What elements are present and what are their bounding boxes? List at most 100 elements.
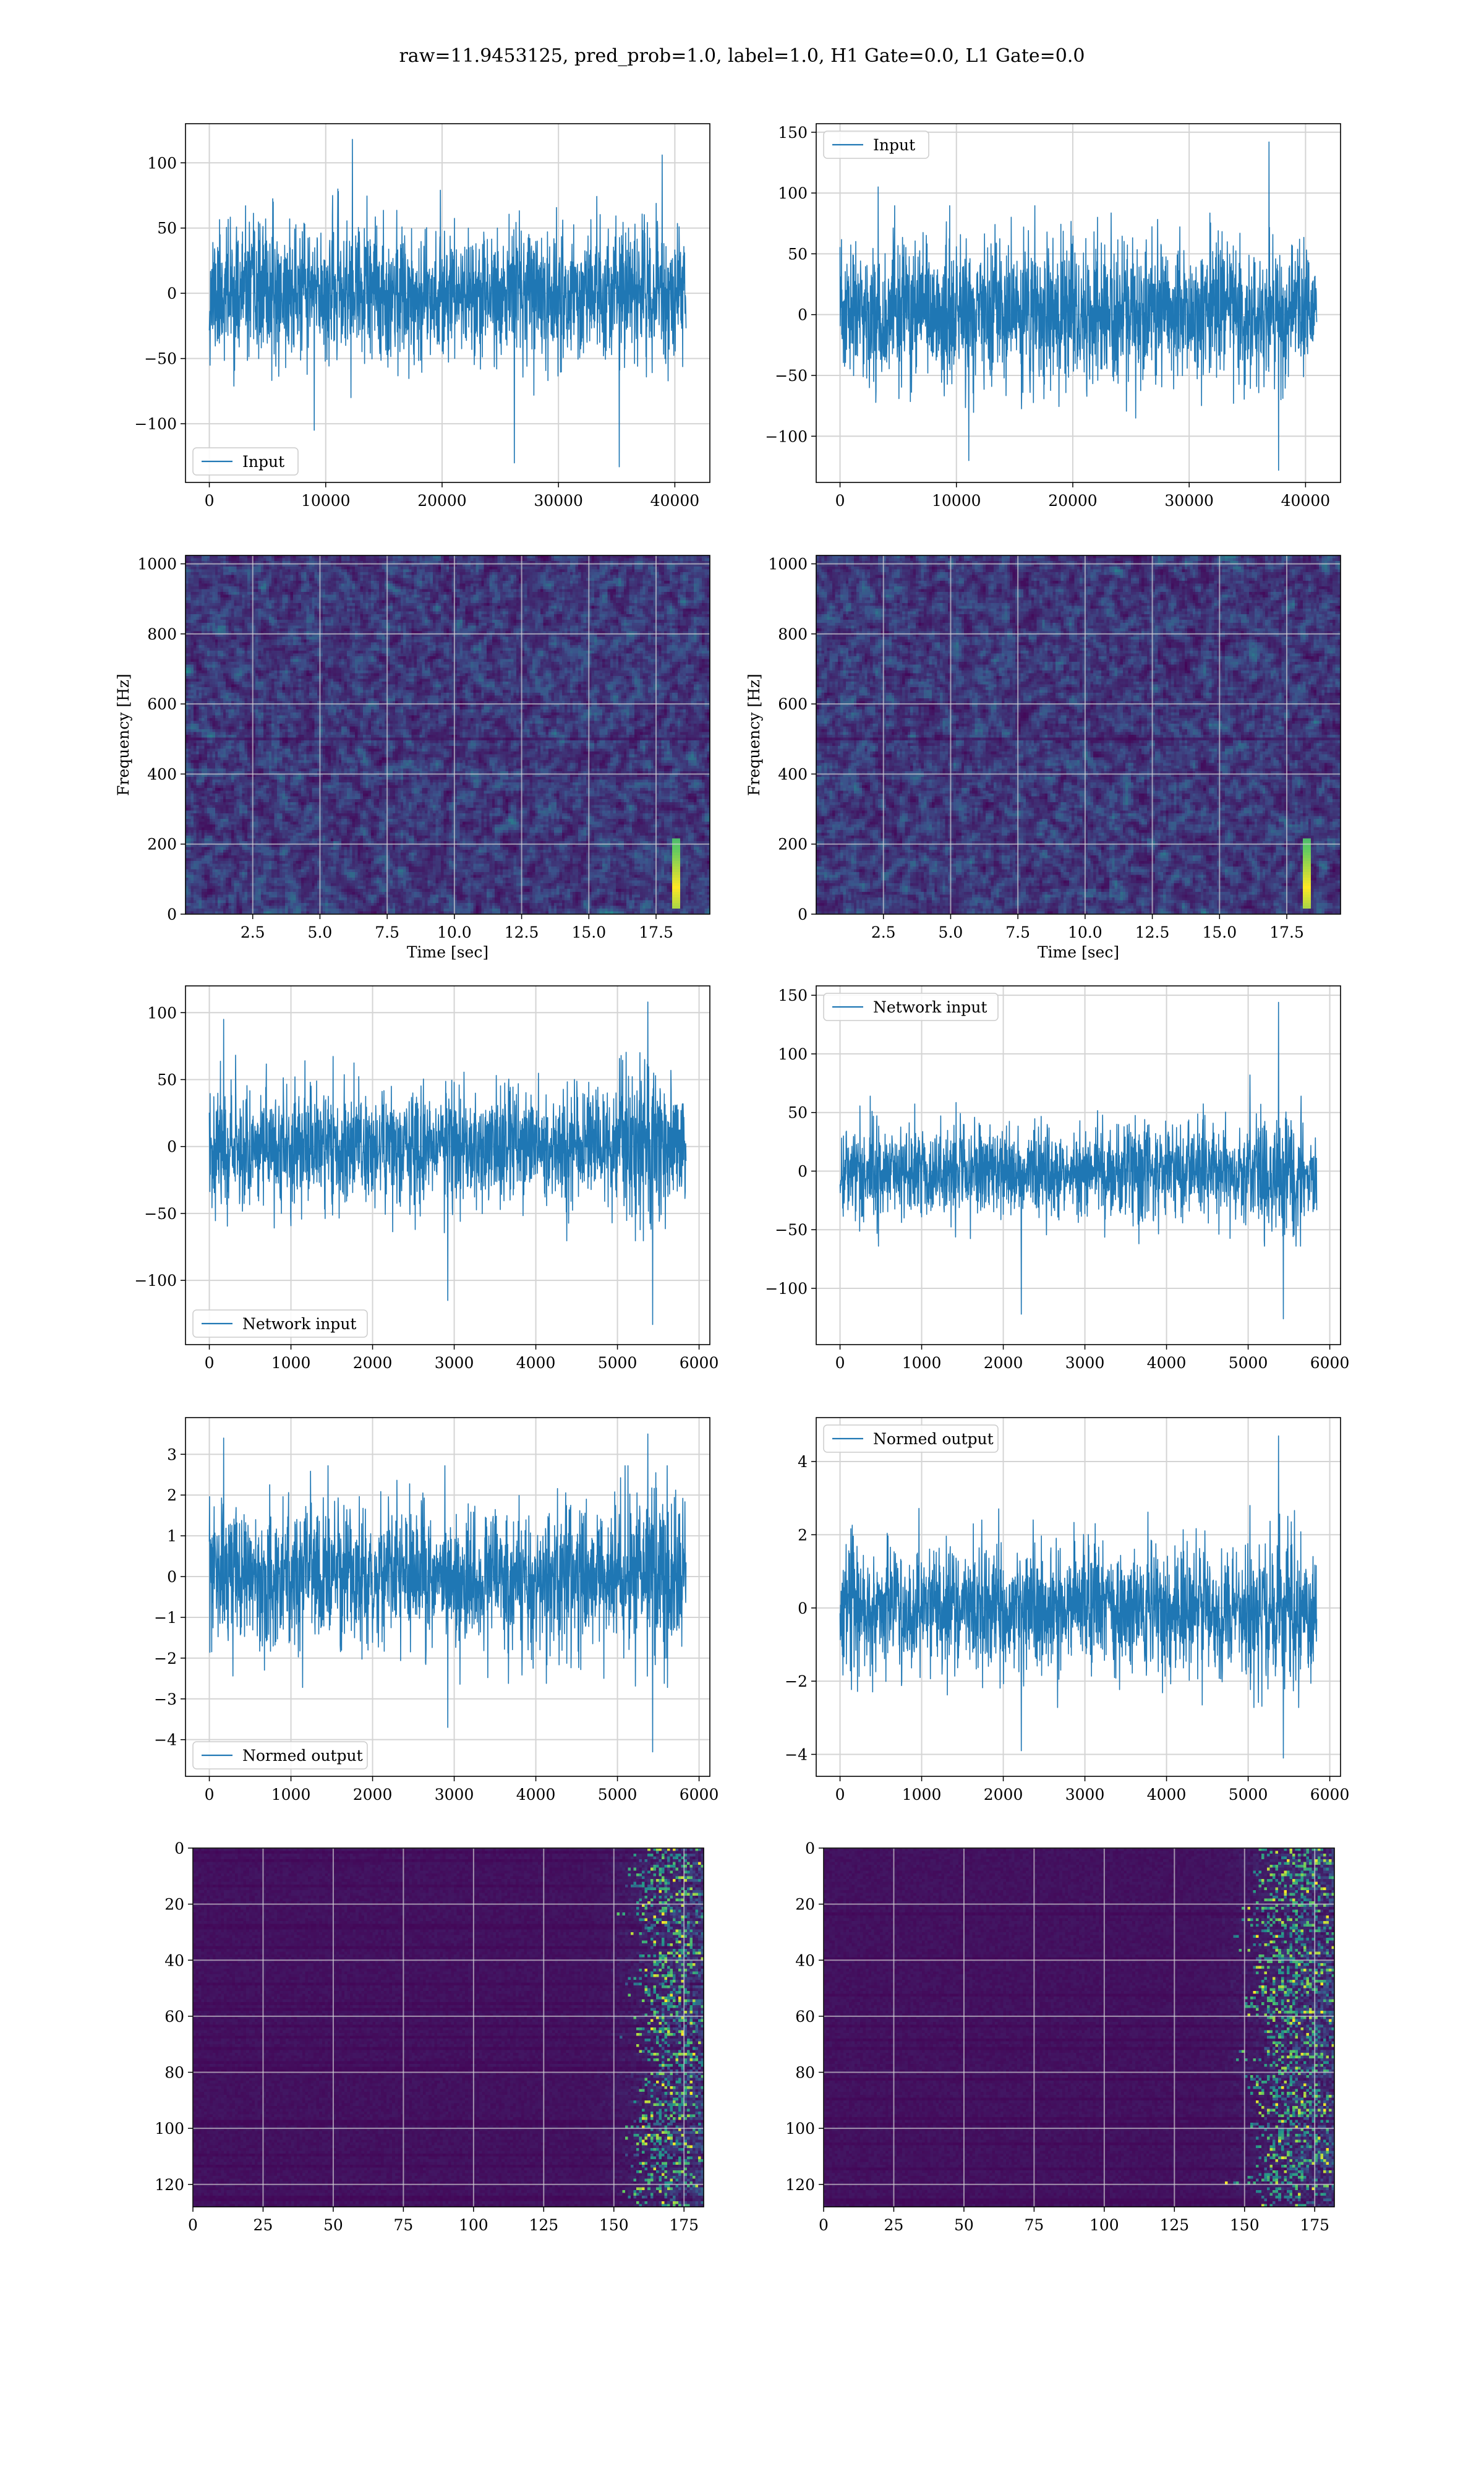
l1-network-input-panel: 0 1000 2000 3000 4000 5000 6000 −100 −50 0 50 100 15… <box>765 985 1349 1372</box>
h1-spectrogram-panel: 2.5 5.0 7.5 10.0 12.5 15.0 17.5 0 200 400 600 800 10… <box>114 555 710 961</box>
y-tick-label: −50 <box>144 1205 177 1223</box>
y-tick-label: 400 <box>778 765 808 783</box>
y-tick-label: 120 <box>155 2176 184 2194</box>
y-tick-label: 60 <box>164 2008 184 2026</box>
x-tick-label: 50 <box>323 2216 343 2234</box>
x-tick-label: 6000 <box>680 1786 719 1804</box>
series-line <box>839 1001 1318 1320</box>
x-tick-label: 100 <box>459 2216 488 2234</box>
y-tick-label: 100 <box>785 2120 815 2138</box>
y-tick-label: 1 <box>167 1527 177 1545</box>
y-tick-label: −50 <box>775 1221 808 1239</box>
series-line <box>208 1001 687 1325</box>
legend: Normed output <box>823 1424 999 1453</box>
legend-box <box>823 1424 999 1453</box>
x-tick-label: 5000 <box>1229 1354 1268 1372</box>
x-tick-label: 1000 <box>902 1786 942 1804</box>
y-tick-label: 4 <box>798 1453 808 1471</box>
y-tick-label: 0 <box>167 905 177 923</box>
y-tick-label: −50 <box>144 350 177 368</box>
x-tick-label: 20000 <box>417 492 467 510</box>
y-tick-label: 20 <box>164 1896 184 1914</box>
x-tick-label: 175 <box>1300 2216 1329 2234</box>
y-tick-label: 150 <box>778 124 808 142</box>
y-tick-label: 0 <box>798 905 808 923</box>
legend-box <box>192 1309 368 1338</box>
h1-network-input-panel: 0 1000 2000 3000 4000 5000 6000 −100 −50 0 50 100 Ne… <box>134 985 719 1372</box>
x-tick-label: 5000 <box>598 1354 638 1372</box>
x-tick-label: 3000 <box>435 1786 474 1804</box>
x-tick-label: 0 <box>835 492 845 510</box>
x-tick-label: 50 <box>954 2216 974 2234</box>
y-tick-label: −100 <box>765 1280 808 1298</box>
x-tick-label: 10000 <box>932 492 981 510</box>
y-tick-label: 200 <box>778 836 808 854</box>
y-tick-label: −100 <box>134 415 177 433</box>
x-tick-label: 3000 <box>435 1354 474 1372</box>
axes-frame <box>185 555 710 915</box>
x-tick-label: 10000 <box>301 492 351 510</box>
h1-normed-output-panel: 0 1000 2000 3000 4000 5000 6000 −4 −3 −2 −1 0 1 2 3 Nor… <box>154 1417 719 1804</box>
x-tick-label: 150 <box>1230 2216 1260 2234</box>
legend-label: Network input <box>242 1315 356 1333</box>
y-tick-label: −2 <box>785 1672 808 1690</box>
y-tick-label: 100 <box>155 2120 184 2138</box>
x-tick-label: 5000 <box>1229 1786 1268 1804</box>
x-tick-label: 10.0 <box>1068 923 1102 941</box>
tick-labels: 0 1000 2000 3000 4000 5000 6000 −100 −50 0 50 100 <box>134 1004 719 1372</box>
axes-frame <box>185 123 710 483</box>
x-tick-label: 0 <box>205 1786 215 1804</box>
x-tick-label: 40000 <box>1281 492 1331 510</box>
y-tick-label: 0 <box>798 1162 808 1180</box>
y-tick-label: 0 <box>167 1138 177 1156</box>
l1-features-panel: 0 25 50 75 100 125 150 175 0 20 40 60 80 100 120 <box>785 1839 1335 2234</box>
x-tick-label: 150 <box>599 2216 629 2234</box>
l1-normed-output-panel: 0 1000 2000 3000 4000 5000 6000 −4 −2 0 2 4 Normed o… <box>785 1417 1349 1804</box>
x-axis-label: Time [sec] <box>1038 943 1119 961</box>
y-tick-label: 2 <box>798 1526 808 1544</box>
x-tick-label: 0 <box>205 492 215 510</box>
x-tick-label: 6000 <box>680 1354 719 1372</box>
y-tick-label: 1000 <box>137 555 177 573</box>
axes-frame <box>816 555 1341 915</box>
x-tick-label: 25 <box>254 2216 273 2234</box>
x-tick-label: 1000 <box>271 1786 311 1804</box>
axes-frame <box>185 985 710 1345</box>
x-tick-label: 30000 <box>534 492 583 510</box>
y-tick-label: 100 <box>778 1045 808 1063</box>
y-tick-label: 2 <box>167 1486 177 1504</box>
legend-label: Network input <box>873 998 987 1016</box>
x-tick-label: 12.5 <box>1135 923 1170 941</box>
h1-features-panel: 0 25 50 75 100 125 150 175 0 20 40 60 80 100 120 <box>155 1839 704 2234</box>
y-axis-label: Frequency [Hz] <box>114 674 132 796</box>
legend-label: Input <box>242 453 284 471</box>
tick-labels: 0 25 50 75 100 125 150 175 0 20 40 60 80 100 120 <box>155 1839 699 2234</box>
x-tick-label: 12.5 <box>505 923 539 941</box>
subplot-grid: 0 10000 20000 30000 40000−100−50050100Input0… <box>114 123 1349 2234</box>
legend-box <box>823 131 929 159</box>
legend-box <box>823 993 999 1021</box>
y-tick-label: 50 <box>157 1071 177 1089</box>
axes-frame <box>192 1847 704 2207</box>
y-tick-label: 40 <box>164 1951 184 1969</box>
y-tick-label: 800 <box>778 625 808 643</box>
y-tick-label: 1000 <box>768 555 808 573</box>
x-tick-label: 30000 <box>1164 492 1214 510</box>
y-tick-label: 0 <box>174 1839 184 1857</box>
series-line <box>208 1433 687 1753</box>
y-tick-label: 100 <box>147 1004 177 1022</box>
x-tick-label: 3000 <box>1065 1786 1105 1804</box>
x-tick-label: 2000 <box>984 1354 1023 1372</box>
x-tick-label: 4000 <box>1147 1786 1187 1804</box>
x-tick-label: 0 <box>205 1354 215 1372</box>
heatmap-image <box>816 555 1341 914</box>
axes-frame <box>185 1417 710 1777</box>
y-tick-label: −3 <box>154 1690 177 1708</box>
tick-labels: 2.5 5.0 7.5 10.0 12.5 15.0 17.5 0 200 400 600 800 10… <box>137 555 673 941</box>
legend-label: Normed output <box>242 1747 363 1765</box>
x-tick-label: 4000 <box>516 1786 556 1804</box>
axes-frame <box>816 985 1341 1345</box>
x-tick-label: 5000 <box>598 1786 638 1804</box>
x-tick-label: 3000 <box>1065 1354 1105 1372</box>
